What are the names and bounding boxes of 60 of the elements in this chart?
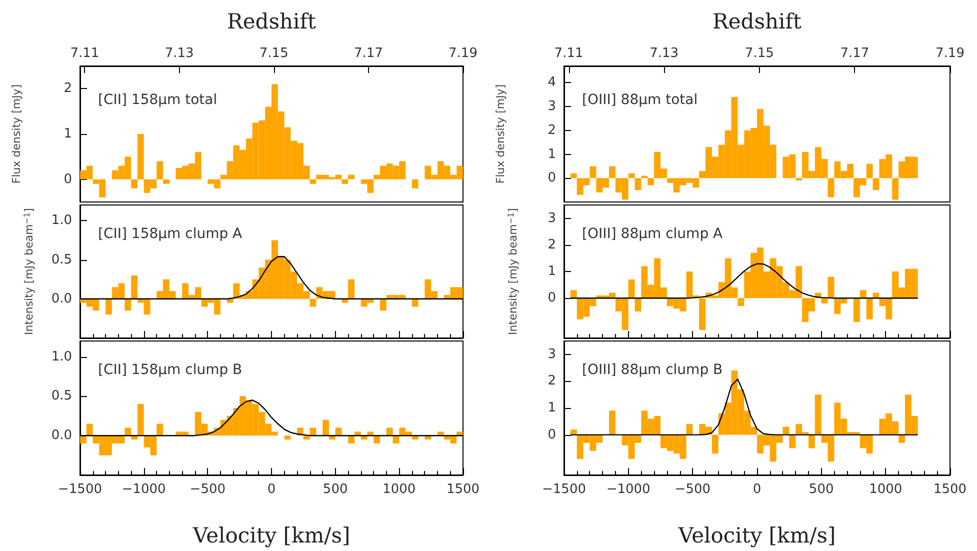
x-tick-label: −1500 xyxy=(542,482,586,497)
x-tick-label: 1000 xyxy=(869,482,902,497)
y-axis-title: Flux density [mJy] xyxy=(494,84,507,184)
y-tick-label: 1 xyxy=(64,126,72,142)
annotation: [CII] 158μm clump A xyxy=(98,226,243,242)
x-tick-label: 1000 xyxy=(382,482,416,497)
x2-tick-label: 7.19 xyxy=(448,46,478,61)
x2-tick-label: 7.13 xyxy=(650,46,679,61)
x2-axis-title: Redshift xyxy=(227,10,317,34)
x2-axis-title: Redshift xyxy=(712,10,802,34)
y-tick-label: 3 xyxy=(548,210,556,226)
x-tick-label: −1000 xyxy=(606,482,650,497)
x2-tick-label: 7.17 xyxy=(354,46,383,61)
y-axis-title: Intensity [mJy beam−1] xyxy=(22,208,36,335)
x-tick-label: 1500 xyxy=(933,482,967,497)
y-tick-label: 0 xyxy=(548,290,556,306)
x-tick-label: 500 xyxy=(808,482,834,497)
x-tick-label: 1500 xyxy=(446,482,480,497)
y-tick-label: 0 xyxy=(548,170,556,186)
x2-tick-label: 7.17 xyxy=(840,46,870,61)
x-tick-label: −500 xyxy=(674,482,711,497)
x-tick-label: 0 xyxy=(752,482,762,497)
annotation: [CII] 158μm total xyxy=(98,92,218,108)
x2-tick-label: 7.13 xyxy=(164,46,194,61)
x-tick-label: −1000 xyxy=(122,482,166,497)
y-tick-label: 2 xyxy=(548,122,556,138)
x2-tick-label: 7.11 xyxy=(554,46,584,61)
y-tick-label: 2 xyxy=(548,237,556,252)
x2-tick-label: 7.11 xyxy=(70,46,100,61)
y-tick-label: 2 xyxy=(64,81,72,96)
y-tick-label: 0.5 xyxy=(51,388,72,404)
annotation: [CII] 158μm clump B xyxy=(98,362,242,378)
y-axis-title: Intensity [mJy beam−1] xyxy=(506,208,520,335)
x-tick-label: 0 xyxy=(267,482,276,497)
y-tick-label: 0 xyxy=(548,427,556,442)
y-tick-label: 1 xyxy=(548,146,556,162)
x-tick-label: 500 xyxy=(322,482,348,497)
y-tick-label: 0.5 xyxy=(51,252,72,268)
y-tick-label: 3 xyxy=(548,99,556,114)
y-tick-label: 1 xyxy=(548,264,556,279)
annotation: [OIII] 88μm clump B xyxy=(582,362,723,378)
x2-tick-label: 7.15 xyxy=(259,46,288,61)
x2-tick-label: 7.19 xyxy=(936,46,964,61)
y-tick-label: 0.0 xyxy=(51,291,72,306)
y-tick-label: 3 xyxy=(548,346,556,362)
y-tick-label: 0.0 xyxy=(51,428,72,444)
y-tick-label: 1.0 xyxy=(51,349,72,364)
x-axis-title: Velocity [km/s] xyxy=(192,524,350,548)
y-axis-title: Flux density [mJy] xyxy=(10,84,23,184)
x-tick-label: −500 xyxy=(190,482,226,497)
annotation: [OIII] 88μm total xyxy=(582,92,698,108)
y-tick-label: 0 xyxy=(64,172,72,187)
y-tick-label: 1 xyxy=(548,400,556,416)
y-tick-label: 1.0 xyxy=(51,213,72,228)
x-tick-label: −1500 xyxy=(58,482,102,497)
x-axis-title: Velocity [km/s] xyxy=(677,524,836,548)
y-tick-label: 2 xyxy=(548,374,556,389)
x2-tick-label: 7.15 xyxy=(744,46,774,61)
annotation: [OIII] 88μm clump A xyxy=(582,226,724,242)
y-tick-label: 4 xyxy=(548,75,556,90)
